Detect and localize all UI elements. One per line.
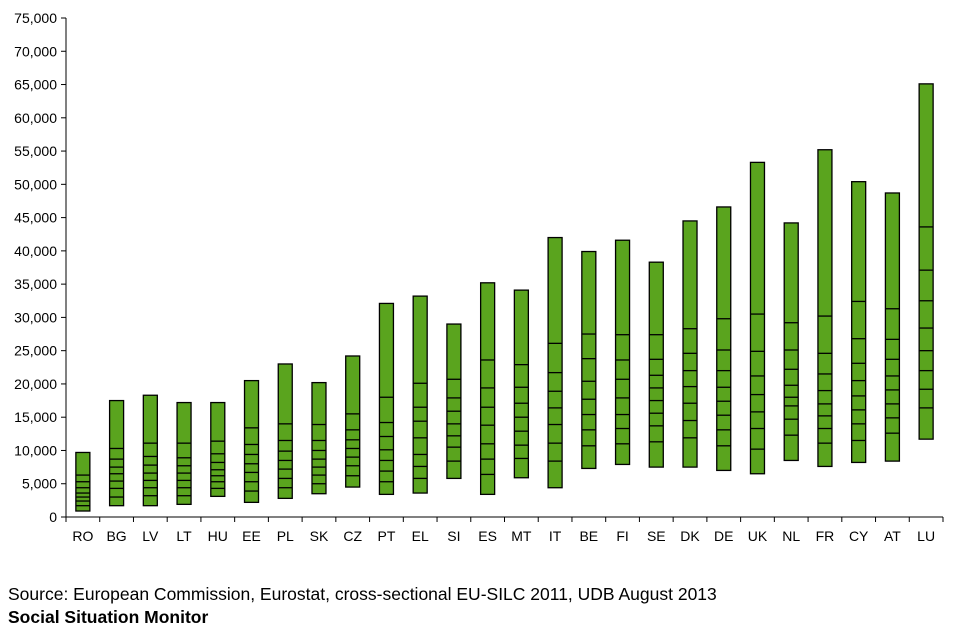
range-bar	[277, 363, 293, 500]
y-tick-label: 50,000	[14, 176, 57, 192]
y-tick-label: 5,000	[22, 476, 57, 492]
range-bar	[378, 302, 395, 496]
range-bar	[210, 401, 226, 498]
x-tick-label: FR	[816, 528, 835, 544]
source-note: Source: European Commission, Eurostat, c…	[8, 584, 717, 604]
range-bar	[682, 220, 698, 468]
range-bar	[648, 261, 664, 468]
range-bar	[851, 181, 867, 464]
y-tick-label: 60,000	[14, 110, 57, 126]
y-tick-label: 30,000	[14, 309, 57, 325]
x-tick-label: RO	[72, 528, 93, 544]
y-tick-label: 45,000	[14, 210, 57, 226]
x-tick-label: DK	[680, 528, 700, 544]
x-tick-label: AT	[884, 528, 901, 544]
x-tick-label: BE	[579, 528, 598, 544]
range-bar	[176, 401, 192, 506]
y-tick-label: 10,000	[14, 442, 57, 458]
x-tick-label: FI	[616, 528, 628, 544]
range-bar	[783, 222, 799, 462]
x-tick-label: IT	[549, 528, 562, 544]
x-tick-label: HU	[208, 528, 228, 544]
range-bar	[446, 323, 462, 480]
range-bar	[749, 161, 766, 475]
y-tick-label: 55,000	[14, 143, 57, 159]
range-bar-chart: 0 5,000 10,000 15,000 20,000 25,000 30,000 35,0…	[14, 10, 944, 544]
x-tick-label: NL	[782, 528, 800, 544]
x-tick-label: DE	[714, 528, 733, 544]
range-bar	[884, 192, 901, 462]
range-bar	[311, 381, 327, 495]
y-tick-label: 25,000	[14, 343, 57, 359]
x-tick-label: LU	[917, 528, 935, 544]
range-bar	[581, 250, 597, 470]
range-bar	[108, 399, 125, 507]
x-tick-label: PL	[277, 528, 294, 544]
x-tick-label: LV	[142, 528, 159, 544]
range-bar	[142, 394, 158, 507]
range-bar	[345, 355, 361, 488]
y-tick-label: 70,000	[14, 43, 57, 59]
x-tick-label: EL	[412, 528, 429, 544]
range-bar	[547, 236, 563, 489]
y-tick-label: 15,000	[14, 409, 57, 425]
range-bar	[614, 239, 631, 466]
x-tick-label: BG	[106, 528, 126, 544]
range-bar	[479, 282, 496, 496]
range-bar	[817, 149, 833, 468]
y-tick-label: 20,000	[14, 376, 57, 392]
x-tick-label: EE	[242, 528, 261, 544]
monitor-label: Social Situation Monitor	[8, 607, 209, 627]
range-bar	[412, 295, 428, 494]
x-tick-label: CY	[849, 528, 869, 544]
x-tick-label: ES	[478, 528, 497, 544]
y-tick-label: 35,000	[14, 276, 57, 292]
x-tick-label: SK	[310, 528, 329, 544]
y-tick-label: 75,000	[14, 10, 57, 26]
range-bar	[918, 83, 934, 440]
range-bar	[513, 289, 530, 479]
x-tick-label: MT	[511, 528, 532, 544]
range-bar	[716, 206, 732, 472]
y-tick-label: 0	[49, 509, 57, 525]
x-tick-label: PT	[377, 528, 395, 544]
x-tick-label: CZ	[343, 528, 362, 544]
x-tick-label: SE	[647, 528, 666, 544]
y-tick-label: 40,000	[14, 243, 57, 259]
y-tick-label: 65,000	[14, 77, 57, 93]
x-tick-label: LT	[176, 528, 192, 544]
x-tick-label: SI	[447, 528, 460, 544]
x-tick-label: UK	[748, 528, 768, 544]
range-bar	[243, 379, 260, 504]
